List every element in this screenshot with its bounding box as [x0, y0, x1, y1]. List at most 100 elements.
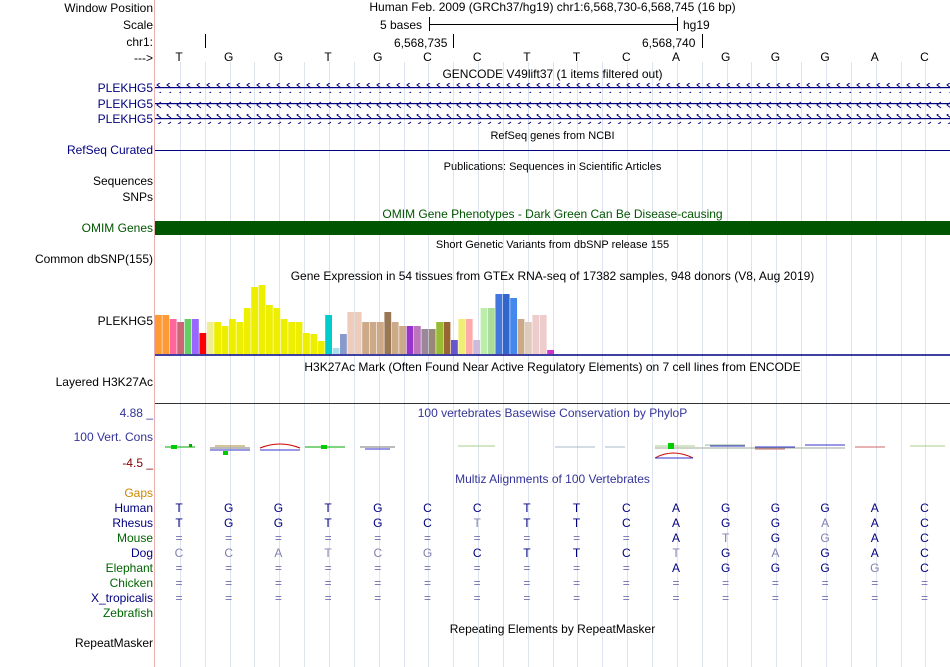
gencode-gene-label[interactable]: PLEKHG5 — [97, 112, 153, 126]
gtex-tissue-bar[interactable] — [199, 333, 207, 354]
reference-base: C — [920, 50, 929, 64]
refseq-track-title[interactable]: RefSeq genes from NCBI — [490, 130, 615, 142]
publications-sequences-label[interactable]: Sequences — [92, 174, 153, 188]
gtex-tissue-bar[interactable] — [384, 312, 392, 354]
gtex-tissue-bar[interactable] — [428, 329, 436, 354]
gtex-tissue-bar[interactable] — [451, 340, 458, 354]
repeatmasker-track-label[interactable]: RepeatMasker — [74, 636, 153, 650]
gencode-gene-label[interactable]: PLEKHG5 — [97, 81, 153, 95]
gtex-tissue-bar[interactable] — [532, 315, 540, 354]
gtex-tissue-bar[interactable] — [436, 322, 443, 354]
multiz-aligned-base: A — [671, 501, 680, 515]
gtex-tissue-bar[interactable] — [377, 322, 384, 354]
gencode-transcript[interactable] — [155, 83, 950, 93]
gtex-tissue-bar[interactable] — [325, 315, 332, 354]
phylop-track-label[interactable]: 100 Vert. Cons — [73, 430, 153, 444]
multiz-species-label[interactable]: X_tropicalis — [90, 591, 153, 605]
gencode-gene-features[interactable] — [155, 80, 950, 126]
multiz-species-label[interactable]: Human — [114, 501, 153, 515]
omim-track-title[interactable]: OMIM Gene Phenotypes - Dark Green Can Be… — [382, 207, 723, 221]
gtex-tissue-bar[interactable] — [414, 326, 421, 354]
gtex-tissue-bar[interactable] — [510, 298, 517, 354]
gtex-tissue-bar[interactable] — [310, 334, 318, 354]
multiz-species-label[interactable]: Dog — [130, 546, 153, 560]
gtex-tissue-bar[interactable] — [177, 322, 184, 354]
gtex-tissue-bar[interactable] — [362, 322, 369, 354]
gtex-tissue-bar[interactable] — [243, 308, 251, 354]
phylop-conservation-plot[interactable] — [155, 438, 950, 462]
dbsnp-track-label[interactable]: Common dbSNP(155) — [34, 252, 153, 266]
dbsnp-track-title[interactable]: Short Genetic Variants from dbSNP releas… — [435, 239, 670, 251]
omim-track-label[interactable]: OMIM Genes — [81, 221, 153, 235]
gtex-tissue-bar[interactable] — [399, 326, 406, 354]
gtex-expression-chart[interactable] — [155, 284, 950, 356]
refseq-gene-line[interactable] — [155, 150, 950, 151]
gtex-tissue-bar[interactable] — [155, 315, 162, 354]
assembly-position-text[interactable]: Human Feb. 2009 (GRCh37/hg19) chr1:6,568… — [369, 0, 736, 14]
reference-base: C — [423, 50, 432, 64]
gtex-tissue-bar[interactable] — [288, 322, 295, 354]
multiz-aligned-base: = — [274, 591, 282, 605]
gtex-tissue-bar[interactable] — [236, 322, 244, 354]
reference-base: G — [820, 50, 830, 64]
gtex-tissue-bar[interactable] — [502, 294, 510, 354]
gencode-gene-label[interactable]: PLEKHG5 — [97, 97, 153, 111]
gtex-tissue-bar[interactable] — [539, 315, 547, 354]
gtex-tissue-bar[interactable] — [347, 312, 355, 354]
gtex-tissue-bar[interactable] — [169, 319, 177, 354]
phylop-track-title[interactable]: 100 vertebrates Basewise Conservation by… — [417, 406, 688, 420]
gtex-tissue-bar[interactable] — [547, 350, 554, 354]
gtex-tissue-bar[interactable] — [251, 287, 258, 354]
gtex-tissue-bar[interactable] — [184, 319, 192, 354]
gtex-tissue-bar[interactable] — [258, 285, 266, 354]
multiz-species-label[interactable]: Mouse — [116, 531, 153, 545]
gtex-tissue-bar[interactable] — [192, 319, 199, 354]
gtex-tissue-bar[interactable] — [214, 322, 221, 354]
gtex-tissue-bar[interactable] — [317, 341, 325, 354]
gtex-tissue-bar[interactable] — [369, 322, 377, 354]
reference-base: T — [324, 50, 332, 64]
multiz-species-label[interactable]: Rhesus — [112, 516, 153, 530]
gtex-tissue-bar[interactable] — [221, 326, 229, 354]
gtex-tissue-bar[interactable] — [229, 319, 236, 354]
gtex-tissue-bar[interactable] — [391, 322, 399, 354]
h3k27ac-track-title[interactable]: H3K27Ac Mark (Often Found Near Active Re… — [304, 360, 801, 374]
publications-snps-label[interactable]: SNPs — [122, 190, 153, 204]
gtex-tissue-bar[interactable] — [443, 322, 451, 354]
multiz-species-label[interactable]: Zebrafish — [102, 606, 153, 620]
gtex-tissue-bar[interactable] — [480, 308, 488, 354]
gtex-tissue-bar[interactable] — [517, 319, 525, 354]
gtex-tissue-bar[interactable] — [488, 308, 495, 354]
gencode-transcript[interactable] — [155, 114, 950, 124]
gencode-transcript[interactable] — [155, 99, 950, 109]
omim-gene-bar[interactable] — [155, 221, 950, 235]
gtex-tissue-bar[interactable] — [354, 312, 362, 354]
multiz-track-title[interactable]: Multiz Alignments of 100 Vertebrates — [455, 472, 650, 486]
gtex-tissue-bar[interactable] — [280, 319, 288, 354]
gtex-tissue-bar[interactable] — [458, 319, 466, 354]
publications-track-title[interactable]: Publications: Sequences in Scientific Ar… — [443, 161, 662, 173]
repeatmasker-track-title[interactable]: Repeating Elements by RepeatMasker — [449, 622, 656, 636]
gtex-tissue-bar[interactable] — [465, 319, 473, 354]
h3k27ac-track-label[interactable]: Layered H3K27Ac — [55, 375, 153, 389]
gtex-track-title[interactable]: Gene Expression in 54 tissues from GTEx … — [290, 269, 815, 283]
gtex-tissue-bar[interactable] — [421, 329, 429, 354]
gtex-tissue-bar[interactable] — [473, 340, 480, 354]
gtex-tissue-bar[interactable] — [495, 294, 503, 354]
gtex-tissue-bar[interactable] — [206, 322, 214, 354]
gtex-tissue-bar[interactable] — [273, 308, 281, 354]
gtex-tissue-bar[interactable] — [266, 305, 273, 354]
multiz-species-label[interactable]: Elephant — [105, 561, 153, 575]
gencode-track-title[interactable]: GENCODE V49lift37 (1 items filtered out) — [442, 67, 663, 81]
gtex-tissue-bar[interactable] — [162, 315, 170, 354]
gtex-tissue-bar[interactable] — [406, 326, 414, 354]
gtex-tissue-bar[interactable] — [525, 322, 532, 354]
gtex-tissue-bar[interactable] — [340, 334, 347, 354]
multiz-species-label[interactable]: Chicken — [109, 576, 153, 590]
refseq-track-label[interactable]: RefSeq Curated — [66, 143, 153, 157]
gtex-tissue-bar[interactable] — [332, 348, 340, 354]
gtex-tissue-bar[interactable] — [303, 333, 310, 354]
gtex-tissue-bar[interactable] — [295, 322, 303, 354]
gtex-gene-label[interactable]: PLEKHG5 — [97, 314, 153, 328]
multiz-gaps-label[interactable]: Gaps — [124, 486, 153, 500]
